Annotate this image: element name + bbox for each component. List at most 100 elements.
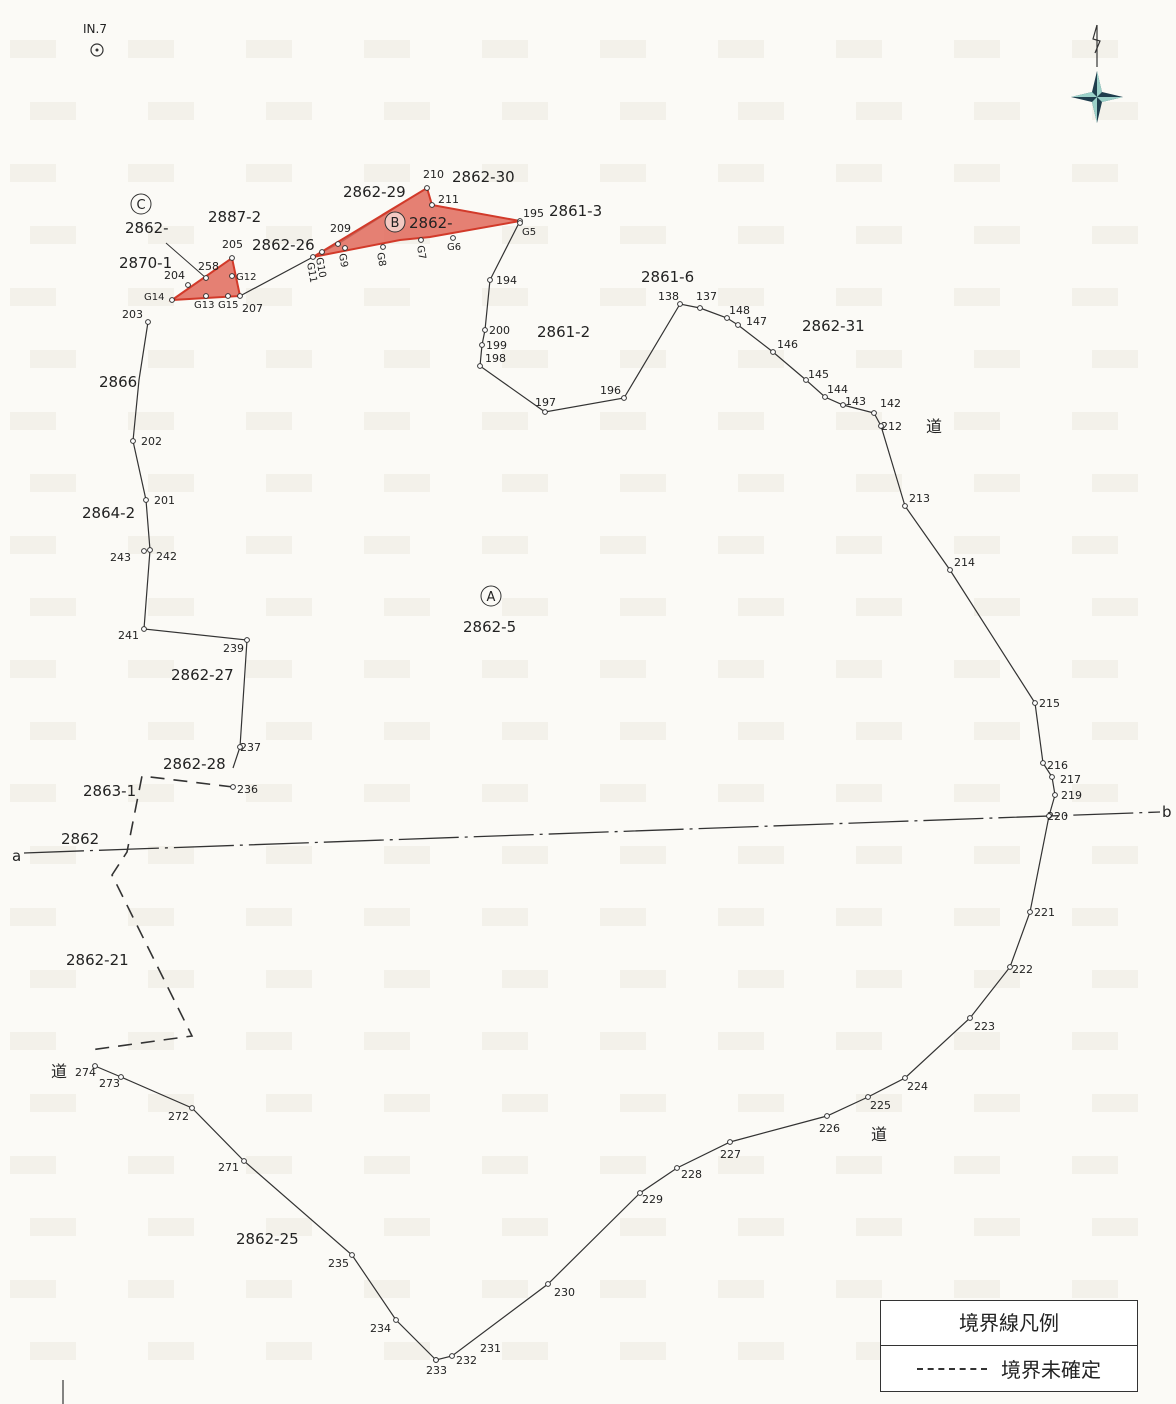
survey-point-marker — [1027, 909, 1033, 915]
legend-title: 境界線凡例 — [881, 1301, 1137, 1346]
survey-point-label: 144 — [827, 383, 848, 396]
survey-point-marker — [902, 1075, 908, 1081]
survey-point-marker — [449, 1353, 455, 1359]
background-tile — [148, 350, 194, 368]
background-tile — [10, 288, 56, 306]
background-tile — [10, 784, 56, 802]
background-tile — [384, 1218, 430, 1236]
survey-point-label: 143 — [845, 395, 866, 408]
parcel-label: 2862-28 — [163, 755, 226, 773]
background-tile — [856, 226, 902, 244]
survey-point-label: 235 — [328, 1257, 349, 1270]
background-tile — [738, 226, 784, 244]
background-tile — [246, 784, 292, 802]
survey-point-label: 242 — [156, 550, 177, 563]
background-tile — [482, 536, 528, 554]
survey-point-label: 230 — [554, 1286, 575, 1299]
background-tile — [620, 970, 666, 988]
background-tile — [30, 474, 76, 492]
background-tile — [266, 970, 312, 988]
background-tile — [738, 1094, 784, 1112]
background-tile — [364, 660, 410, 678]
survey-point-label: 213 — [909, 492, 930, 505]
background-tile — [364, 288, 410, 306]
background-tile — [266, 1218, 312, 1236]
background-tile — [482, 660, 528, 678]
background-tile — [364, 412, 410, 430]
parcel-label: 2861-6 — [641, 268, 694, 286]
survey-point-marker — [1040, 760, 1046, 766]
survey-point-label: 146 — [777, 338, 798, 351]
survey-point-label: 229 — [642, 1193, 663, 1206]
background-tile — [246, 164, 292, 182]
background-tile — [364, 1156, 410, 1174]
road-label: 道 — [871, 1125, 887, 1144]
section-start-label: a — [12, 847, 21, 865]
survey-point-marker — [770, 349, 776, 355]
background-tile — [364, 536, 410, 554]
survey-point-marker — [1049, 774, 1055, 780]
background-tile — [974, 226, 1020, 244]
background-tile — [836, 784, 882, 802]
background-tile — [266, 226, 312, 244]
background-tile — [836, 164, 882, 182]
background-tile — [10, 1280, 56, 1298]
background-tile — [502, 474, 548, 492]
background-tile — [148, 598, 194, 616]
background-tile — [856, 1218, 902, 1236]
background-tile — [620, 1218, 666, 1236]
background-tile — [128, 288, 174, 306]
background-tile — [620, 102, 666, 120]
survey-point-label: 205 — [222, 238, 243, 251]
background-tile — [148, 102, 194, 120]
background-tile — [1092, 722, 1138, 740]
background-tile — [974, 1094, 1020, 1112]
background-tile — [836, 536, 882, 554]
road-labels: 道 道 道 — [51, 417, 942, 1144]
background-tile — [10, 40, 56, 58]
background-tile — [974, 1218, 1020, 1236]
background-tile — [246, 40, 292, 58]
background-tile — [1072, 164, 1118, 182]
parcel-label: 2861-3 — [549, 202, 602, 220]
background-tile — [856, 722, 902, 740]
background-tile — [954, 40, 1000, 58]
g-point-label: G14 — [144, 292, 164, 303]
north-arrow-icon — [1071, 24, 1123, 123]
background-tile — [246, 1032, 292, 1050]
background-tile — [1092, 1218, 1138, 1236]
background-tile — [10, 412, 56, 430]
survey-point-label: 217 — [1060, 773, 1081, 786]
background-tile — [954, 784, 1000, 802]
background-tile — [266, 1342, 312, 1360]
background-tile — [856, 970, 902, 988]
background-tile — [738, 102, 784, 120]
background-tile — [1072, 40, 1118, 58]
survey-point-marker — [424, 185, 430, 191]
background-tile — [974, 598, 1020, 616]
parcel-label: 2862 — [61, 830, 99, 848]
survey-point-marker — [1052, 792, 1058, 798]
survey-point-label: 198 — [485, 352, 506, 365]
survey-point-label: 142 — [880, 397, 901, 410]
background-tile — [738, 846, 784, 864]
parcel-label: 2866 — [99, 373, 137, 391]
survey-point-marker — [477, 363, 483, 369]
survey-point-marker — [677, 301, 683, 307]
survey-point-label: 199 — [486, 339, 507, 352]
background-tile — [266, 350, 312, 368]
background-tile — [30, 846, 76, 864]
parcel-label: 2862-26 — [252, 236, 315, 254]
survey-point-label: 138 — [658, 290, 679, 303]
background-tile — [1072, 412, 1118, 430]
g-point-marker — [319, 249, 325, 255]
area-a-marker: A 2862-5 — [463, 585, 516, 636]
survey-point-label: 221 — [1034, 906, 1055, 919]
background-tile — [482, 1280, 528, 1298]
survey-point-marker — [637, 1190, 643, 1196]
background-tile — [620, 598, 666, 616]
background-tile — [600, 1280, 646, 1298]
survey-point-marker — [865, 1094, 871, 1100]
background-tile — [384, 474, 430, 492]
survey-point-marker — [1046, 813, 1052, 819]
